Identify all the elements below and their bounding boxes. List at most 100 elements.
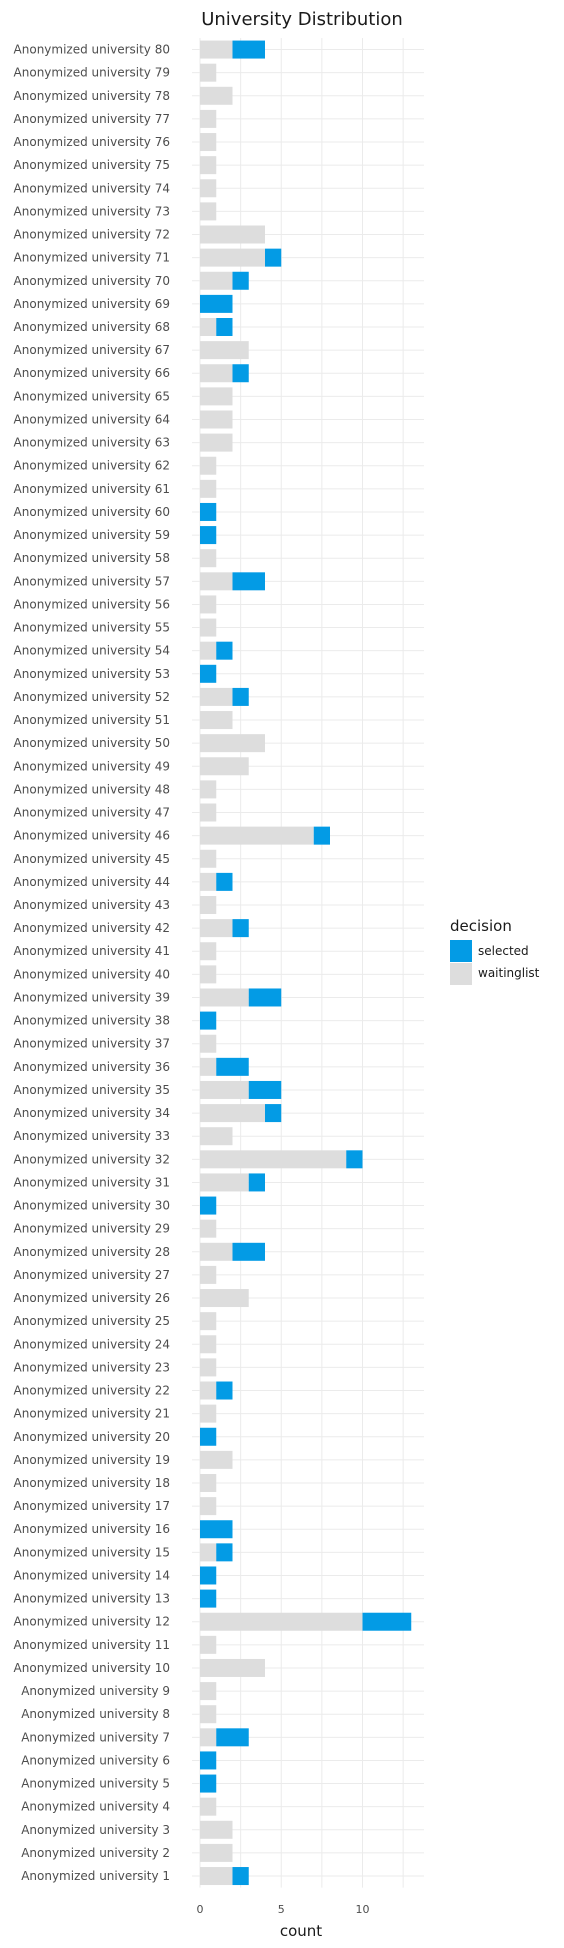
bar-waitinglist [200,433,233,452]
y-tick-label: Anonymized university 72 [14,228,170,242]
bar-waitinglist [200,1820,233,1839]
x-tick-label: 5 [278,1903,285,1916]
y-tick-label: Anonymized university 56 [14,597,170,611]
bar-waitinglist [200,1173,249,1192]
y-tick-label: Anonymized university 57 [14,574,170,588]
legend: decision selected waitinglist [450,917,540,985]
bar-waitinglist [200,318,217,336]
bar-waitinglist [200,711,233,730]
y-tick-label: Anonymized university 11 [14,1638,170,1652]
y-tick-label: Anonymized university 75 [14,158,170,172]
y-tick-label: Anonymized university 37 [14,1037,170,1051]
bar-selected [216,1543,233,1562]
y-tick-label: Anonymized university 5 [21,1777,170,1791]
bar-waitinglist [200,641,217,660]
bar-selected [248,988,282,1007]
bar-selected [200,1196,217,1215]
bar-selected [216,1381,233,1400]
legend-title: decision [450,917,512,935]
bar-selected [200,1774,217,1793]
legend-swatch-waitinglist [450,963,472,985]
bar-selected [232,1867,249,1886]
bar-waitinglist [200,1797,217,1816]
bar-waitinglist [200,133,217,152]
y-tick-label: Anonymized university 32 [14,1152,170,1166]
bars [200,40,412,1886]
y-tick-label: Anonymized university 16 [14,1522,170,1536]
bar-waitinglist [200,1843,233,1862]
bar-waitinglist [200,1381,217,1400]
bar-waitinglist [200,780,217,799]
y-tick-label: Anonymized university 1 [21,1869,170,1883]
bar-waitinglist [200,1242,233,1261]
y-tick-label: Anonymized university 18 [14,1476,170,1490]
bar-selected [200,664,217,683]
y-tick-label: Anonymized university 47 [14,806,170,820]
bar-waitinglist [200,1404,217,1423]
x-tick-label: 0 [197,1903,204,1916]
y-tick-label: Anonymized university 23 [14,1360,170,1374]
y-tick-label: Anonymized university 42 [14,921,170,935]
y-tick-label: Anonymized university 26 [14,1291,170,1305]
y-tick-label: Anonymized university 67 [14,343,170,357]
y-tick-label: Anonymized university 49 [14,759,170,773]
y-tick-label: Anonymized university 15 [14,1545,170,1559]
y-tick-label: Anonymized university 30 [14,1199,170,1213]
y-tick-label: Anonymized university 24 [14,1337,170,1351]
bar-waitinglist [200,1335,217,1354]
y-tick-label: Anonymized university 25 [14,1314,170,1328]
bar-waitinglist [200,86,233,105]
y-tick-label: Anonymized university 20 [14,1430,170,1444]
bar-waitinglist [200,1289,249,1308]
bar-waitinglist [200,1312,217,1331]
bar-selected [200,526,217,545]
bar-waitinglist [200,271,233,290]
y-tick-label: Anonymized university 8 [21,1707,170,1721]
y-tick-label: Anonymized university 34 [14,1106,170,1120]
bar-selected [200,1566,217,1585]
bar-selected [265,248,282,267]
bar-waitinglist [200,1150,347,1169]
bar-waitinglist [200,1057,217,1076]
y-tick-label: Anonymized university 58 [14,551,170,565]
y-tick-label: Anonymized university 39 [14,990,170,1004]
bar-selected [232,364,249,383]
bar-waitinglist [200,1635,217,1654]
y-tick-label: Anonymized university 17 [14,1499,170,1513]
y-tick-label: Anonymized university 61 [14,482,170,496]
bar-selected [265,1104,282,1123]
y-tick-label: Anonymized university 9 [21,1684,170,1698]
bar-selected [216,1728,249,1747]
bar-waitinglist [200,803,217,822]
bar-selected [200,1427,217,1446]
bar-waitinglist [200,734,265,753]
bar-selected [200,1751,217,1770]
bar-waitinglist [200,410,233,429]
bar-waitinglist [200,1682,217,1701]
y-tick-label: Anonymized university 71 [14,251,170,265]
legend-label-waitinglist: waitinglist [478,966,540,980]
y-tick-label: Anonymized university 29 [14,1222,170,1236]
bar-waitinglist [200,1219,217,1238]
bar-selected [216,318,233,336]
y-tick-label: Anonymized university 59 [14,528,170,542]
y-tick-label: Anonymized university 48 [14,782,170,796]
y-tick-label: Anonymized university 36 [14,1060,170,1074]
y-tick-label: Anonymized university 78 [14,89,170,103]
y-tick-label: Anonymized university 65 [14,389,170,403]
bar-waitinglist [200,364,233,383]
bar-waitinglist [200,549,217,568]
bar-waitinglist [200,479,217,498]
bar-waitinglist [200,202,217,221]
bar-waitinglist [200,341,249,360]
bar-waitinglist [200,849,217,868]
y-tick-label: Anonymized university 79 [14,66,170,80]
bar-selected [232,271,249,290]
y-tick-label: Anonymized university 77 [14,112,170,126]
bar-waitinglist [200,63,217,82]
bar-waitinglist [200,595,217,614]
bar-waitinglist [200,1497,217,1516]
y-tick-label: Anonymized university 62 [14,459,170,473]
bar-waitinglist [200,1104,265,1123]
